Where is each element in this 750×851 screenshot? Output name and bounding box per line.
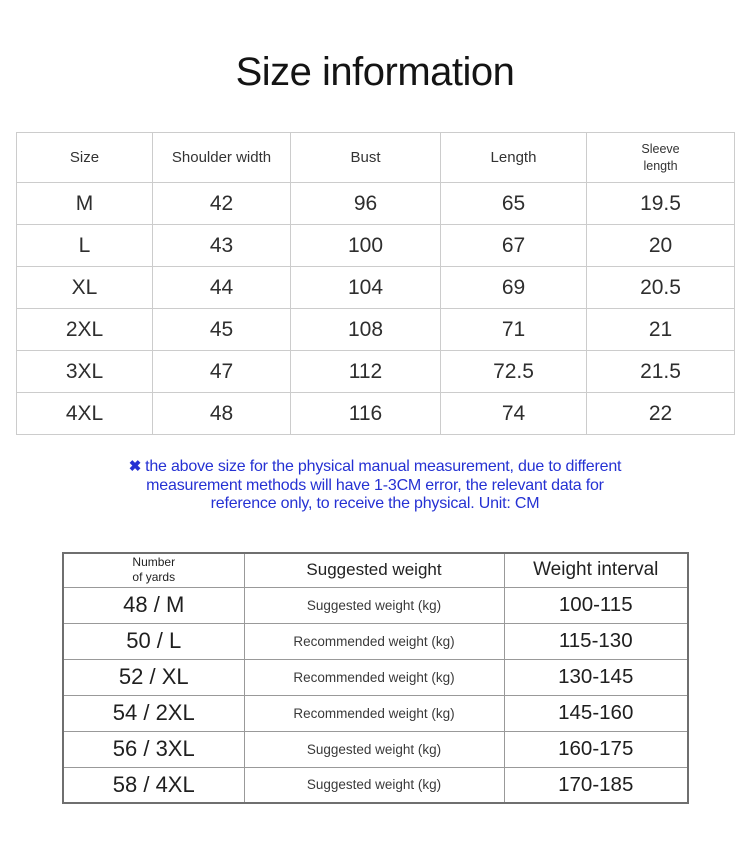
size-cell: M bbox=[16, 182, 153, 225]
size-cell: 2XL bbox=[16, 308, 153, 351]
weight-table: Number of yards Suggested weight Weight … bbox=[62, 552, 689, 804]
table-row: 50 / L Recommended weight (kg) 115-130 bbox=[62, 622, 689, 660]
weight-table-section: Number of yards Suggested weight Weight … bbox=[62, 552, 689, 804]
length-cell: 72.5 bbox=[440, 350, 587, 393]
note-text: the above size for the physical manual m… bbox=[145, 458, 622, 475]
sleeve-cell: 20.5 bbox=[586, 266, 735, 309]
table-row: 58 / 4XL Suggested weight (kg) 170-185 bbox=[62, 766, 689, 804]
bust-cell: 116 bbox=[290, 392, 441, 435]
length-cell: 65 bbox=[440, 182, 587, 225]
size-cell: L bbox=[16, 224, 153, 267]
yards-cell: 56 / 3XL bbox=[62, 730, 245, 768]
page-title: Size information bbox=[235, 50, 515, 94]
note-line-1: ✖ the above size for the physical manual … bbox=[0, 458, 750, 477]
size-cell: XL bbox=[16, 266, 153, 309]
bust-cell: 96 bbox=[290, 182, 441, 225]
bust-cell: 108 bbox=[290, 308, 441, 351]
length-header: Length bbox=[440, 132, 587, 183]
bust-cell: 104 bbox=[290, 266, 441, 309]
length-cell: 71 bbox=[440, 308, 587, 351]
interval-cell: 115-130 bbox=[503, 622, 689, 660]
number-of-yards-header: Number of yards bbox=[62, 552, 245, 588]
table-row: 54 / 2XL Recommended weight (kg) 145-160 bbox=[62, 694, 689, 732]
table-row: 2XL 45 108 71 21 bbox=[16, 308, 735, 351]
shoulder-cell: 43 bbox=[152, 224, 291, 267]
shoulder-width-header: Shoulder width bbox=[152, 132, 291, 183]
reference-x-icon: ✖ bbox=[128, 458, 142, 475]
sleeve-cell: 21 bbox=[586, 308, 735, 351]
table-row: 56 / 3XL Suggested weight (kg) 160-175 bbox=[62, 730, 689, 768]
weight-label-cell: Suggested weight (kg) bbox=[243, 586, 505, 624]
sleeve-length-header: Sleeve length bbox=[586, 132, 735, 183]
length-cell: 67 bbox=[440, 224, 587, 267]
table-row: 4XL 48 116 74 22 bbox=[16, 392, 735, 435]
measurement-note: ✖ the above size for the physical manual … bbox=[0, 458, 750, 514]
yards-cell: 48 / M bbox=[62, 586, 245, 624]
interval-cell: 160-175 bbox=[503, 730, 689, 768]
table-row: XL 44 104 69 20.5 bbox=[16, 266, 735, 309]
table-row: M 42 96 65 19.5 bbox=[16, 182, 735, 225]
yards-cell: 52 / XL bbox=[62, 658, 245, 696]
yards-cell: 58 / 4XL bbox=[62, 766, 245, 804]
interval-cell: 100-115 bbox=[503, 586, 689, 624]
interval-cell: 170-185 bbox=[503, 766, 689, 804]
weight-label-cell: Recommended weight (kg) bbox=[243, 658, 505, 696]
sleeve-cell: 21.5 bbox=[586, 350, 735, 393]
table-row: L 43 100 67 20 bbox=[16, 224, 735, 267]
sleeve-cell: 22 bbox=[586, 392, 735, 435]
size-table-section: Size Shoulder width Bust Length Sleeve l… bbox=[16, 132, 735, 435]
suggested-weight-header: Suggested weight bbox=[243, 552, 505, 588]
interval-cell: 145-160 bbox=[503, 694, 689, 732]
note-line-2: measurement methods will have 1-3CM erro… bbox=[146, 476, 604, 494]
yards-cell: 50 / L bbox=[62, 622, 245, 660]
note-line-3: reference only, to receive the physical.… bbox=[210, 495, 540, 512]
bust-cell: 112 bbox=[290, 350, 441, 393]
shoulder-cell: 45 bbox=[152, 308, 291, 351]
weight-label-cell: Suggested weight (kg) bbox=[243, 766, 505, 804]
shoulder-cell: 48 bbox=[152, 392, 291, 435]
sleeve-cell: 19.5 bbox=[586, 182, 735, 225]
size-table: Size Shoulder width Bust Length Sleeve l… bbox=[16, 132, 735, 435]
shoulder-cell: 47 bbox=[152, 350, 291, 393]
sleeve-cell: 20 bbox=[586, 224, 735, 267]
weight-interval-header: Weight interval bbox=[503, 552, 689, 588]
size-header: Size bbox=[16, 132, 153, 183]
table-row: 3XL 47 112 72.5 21.5 bbox=[16, 350, 735, 393]
weight-label-cell: Suggested weight (kg) bbox=[243, 730, 505, 768]
length-cell: 69 bbox=[440, 266, 587, 309]
bust-header: Bust bbox=[290, 132, 441, 183]
interval-cell: 130-145 bbox=[503, 658, 689, 696]
bust-cell: 100 bbox=[290, 224, 441, 267]
shoulder-cell: 42 bbox=[152, 182, 291, 225]
shoulder-cell: 44 bbox=[152, 266, 291, 309]
size-cell: 3XL bbox=[16, 350, 153, 393]
yards-cell: 54 / 2XL bbox=[62, 694, 245, 732]
length-cell: 74 bbox=[440, 392, 587, 435]
size-table-header-row: Size Shoulder width Bust Length Sleeve l… bbox=[16, 132, 735, 183]
size-cell: 4XL bbox=[16, 392, 153, 435]
table-row: 52 / XL Recommended weight (kg) 130-145 bbox=[62, 658, 689, 696]
weight-label-cell: Recommended weight (kg) bbox=[243, 622, 505, 660]
weight-label-cell: Recommended weight (kg) bbox=[243, 694, 505, 732]
weight-table-header-row: Number of yards Suggested weight Weight … bbox=[62, 552, 689, 588]
table-row: 48 / M Suggested weight (kg) 100-115 bbox=[62, 586, 689, 624]
